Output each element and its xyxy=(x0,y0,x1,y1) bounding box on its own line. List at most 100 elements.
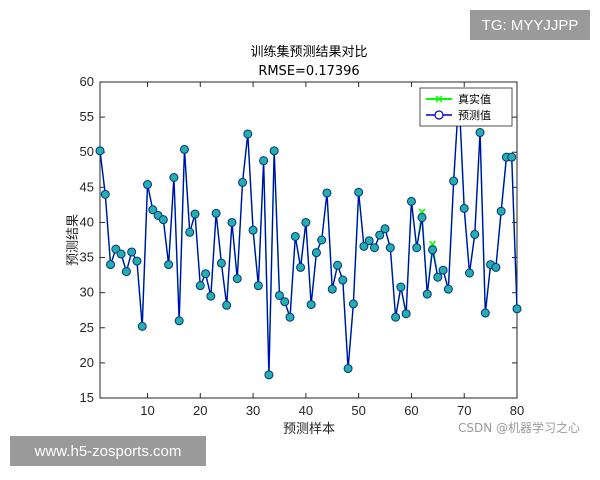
pred-point xyxy=(95,146,105,156)
pred-point xyxy=(428,245,438,255)
pred-point xyxy=(179,144,189,154)
website-overlay-badge: www.h5-zosports.com xyxy=(10,436,206,466)
pred-point xyxy=(164,260,174,270)
pred-point xyxy=(348,299,358,309)
pred-point xyxy=(375,230,385,240)
chart-title: 训练集预测结果对比 xyxy=(250,44,367,60)
axes-box xyxy=(99,81,518,399)
pred-point xyxy=(253,281,263,291)
pred-point xyxy=(248,225,258,235)
pred-point xyxy=(222,300,232,310)
pred-point xyxy=(512,304,522,314)
legend-label-pred: 预测值 xyxy=(458,109,491,122)
csdn-watermark: CSDN @机器学习之心 xyxy=(457,421,580,435)
pred-point xyxy=(106,260,116,270)
pred-point xyxy=(127,247,137,257)
pred-point xyxy=(317,235,327,245)
pred-point xyxy=(417,213,427,223)
pred-point xyxy=(406,196,416,206)
pred-point xyxy=(259,156,269,166)
pred-point xyxy=(238,177,248,187)
y-tick-label: 40 xyxy=(80,214,94,229)
pred-point xyxy=(380,224,390,234)
x-tick-label: 20 xyxy=(193,403,207,418)
pred-point xyxy=(121,267,131,277)
pred-point xyxy=(274,290,284,300)
pred-point xyxy=(491,262,501,272)
pred-point xyxy=(449,176,459,186)
pred-point xyxy=(354,187,364,197)
y-axis-label: 预测结果 xyxy=(66,214,81,266)
pred-point xyxy=(232,274,242,284)
pred-point xyxy=(143,180,153,190)
y-tick-label: 20 xyxy=(80,355,94,370)
pred-point xyxy=(306,300,316,310)
x-tick-label: 70 xyxy=(457,403,471,418)
pred-point xyxy=(480,308,490,318)
pred-point xyxy=(280,297,290,307)
pred-point xyxy=(459,203,469,213)
pred-point xyxy=(333,260,343,270)
legend-label-true: 真实值 xyxy=(458,92,491,106)
pred-point xyxy=(296,262,306,272)
pred-point xyxy=(401,309,411,319)
pred-point xyxy=(385,243,395,253)
pred-point xyxy=(201,269,211,279)
y-tick-label: 30 xyxy=(80,285,94,300)
legend-marker-true xyxy=(435,95,443,103)
pred-point xyxy=(195,281,205,291)
pred-point xyxy=(364,236,374,246)
pred-point xyxy=(243,129,253,139)
pred-point xyxy=(190,209,200,219)
y-tick-label: 50 xyxy=(80,144,94,159)
pred-point xyxy=(148,205,158,215)
y-tick-label: 15 xyxy=(80,390,94,405)
pred-point xyxy=(391,312,401,322)
legend-marker-pred xyxy=(434,110,444,120)
pred-point xyxy=(290,231,300,241)
pred-point xyxy=(269,146,279,156)
pred-point xyxy=(412,243,422,253)
pred-point xyxy=(438,265,448,275)
pred-point xyxy=(422,289,432,299)
pred-point xyxy=(169,173,179,183)
pred-point xyxy=(216,258,226,268)
x-tick-label: 10 xyxy=(140,403,154,418)
x-tick-label: 50 xyxy=(351,403,365,418)
x-tick-label: 60 xyxy=(404,403,418,418)
pred-point xyxy=(211,208,221,218)
pred-point xyxy=(100,189,110,199)
y-tick-label: 35 xyxy=(80,250,94,265)
pred-point xyxy=(132,256,142,266)
telegram-overlay-badge: TG: MYYJJPP xyxy=(470,10,590,40)
x-axis-label: 预测样本 xyxy=(283,422,335,437)
x-tick-label: 80 xyxy=(510,403,524,418)
pred-point xyxy=(396,282,406,292)
plot-area: 15 20 25 30 35 40 45 50 55 60 10 20 30 40 50 60 70 80 xyxy=(80,74,525,418)
pred-point xyxy=(464,268,474,278)
pred-point xyxy=(338,275,348,285)
pred-point xyxy=(470,229,480,239)
pred-point xyxy=(327,284,337,294)
chart-subtitle: RMSE=0.17396 xyxy=(258,64,359,79)
pred-point xyxy=(322,188,332,198)
pred-point xyxy=(359,241,369,251)
x-tick-label: 30 xyxy=(246,403,260,418)
pred-point xyxy=(116,249,126,259)
pred-point xyxy=(285,312,295,322)
pred-point xyxy=(185,227,195,237)
y-tick-label: 55 xyxy=(80,109,94,124)
y-tick-label: 45 xyxy=(80,179,94,194)
pred-point xyxy=(433,272,443,282)
pred-point xyxy=(507,152,517,162)
pred-point xyxy=(301,217,311,227)
pred-point xyxy=(174,316,184,326)
pred-point xyxy=(158,215,168,225)
pred-point xyxy=(475,128,485,138)
pred-point xyxy=(496,206,506,216)
y-tick-label: 60 xyxy=(80,74,94,89)
pred-point xyxy=(311,248,321,258)
pred-point xyxy=(443,284,453,294)
